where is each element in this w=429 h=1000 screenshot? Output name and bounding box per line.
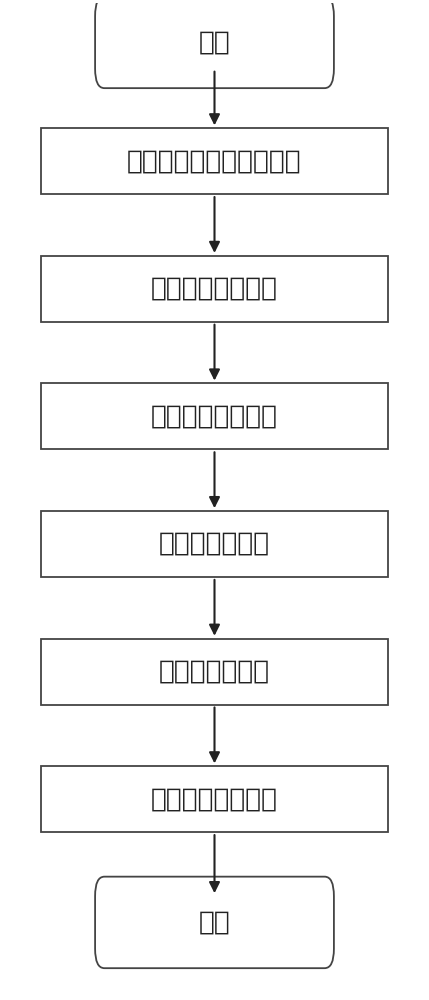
Text: 角速率解算和显示: 角速率解算和显示 [151, 786, 278, 812]
Text: 粗寻正弦零位基准: 粗寻正弦零位基准 [151, 276, 278, 302]
FancyBboxPatch shape [95, 0, 334, 88]
Bar [41, 128, 388, 194]
Bar [41, 639, 388, 705]
Text: 精寻正弦零位基准: 精寻正弦零位基准 [151, 403, 278, 429]
Text: 角速率数据采集: 角速率数据采集 [159, 659, 270, 685]
Text: 开始: 开始 [199, 29, 230, 55]
Bar [41, 256, 388, 322]
Text: 检测系统开机，设置零位: 检测系统开机，设置零位 [127, 148, 302, 174]
Bar [41, 766, 388, 832]
FancyBboxPatch shape [95, 877, 334, 968]
Bar [41, 383, 388, 449]
Bar [41, 511, 388, 577]
Text: 结束: 结束 [199, 909, 230, 935]
Text: 正弦臂臂长解算: 正弦臂臂长解算 [159, 531, 270, 557]
